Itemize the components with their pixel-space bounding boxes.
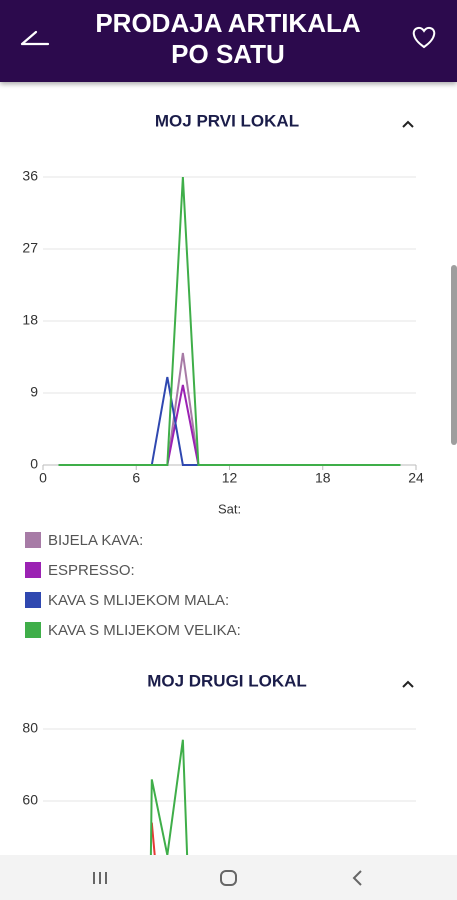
- nav-back-button[interactable]: [352, 870, 362, 886]
- y-tick-label: 60: [22, 792, 38, 808]
- x-tick-label: 6: [132, 470, 140, 486]
- section-title: MOJ PRVI LOKAL: [155, 111, 299, 130]
- y-tick-label: 36: [22, 168, 38, 184]
- y-tick-label: 27: [22, 240, 38, 256]
- legend-swatch: [25, 562, 41, 578]
- x-tick-label: 24: [408, 470, 424, 486]
- home-button[interactable]: [220, 870, 237, 886]
- y-tick-label: 0: [30, 456, 38, 472]
- x-tick-label: 12: [222, 470, 238, 486]
- series-line: [149, 739, 189, 855]
- header-title: PRODAJA ARTIKALA PO SATU: [95, 8, 361, 69]
- series-line: [150, 822, 156, 855]
- legend-swatch: [25, 532, 41, 548]
- section-title: MOJ DRUGI LOKAL: [147, 671, 307, 690]
- legend-swatch: [25, 592, 41, 608]
- content: MOJ PRVI LOKAL 0 9 18 27 36 0 6 12 18 24 Sat: BIJELA…: [22, 111, 457, 855]
- collapse-toggle[interactable]: [402, 680, 414, 688]
- back-button[interactable]: [20, 30, 50, 46]
- series-line: [58, 384, 401, 466]
- recent-apps-button[interactable]: [93, 872, 107, 884]
- legend-label: KAVA S MLIJEKOM VELIKA:: [48, 622, 241, 639]
- y-tick-label: 9: [30, 384, 38, 400]
- app-header: PRODAJA ARTIKALA PO SATU: [0, 0, 457, 82]
- nav-icons: [93, 870, 362, 886]
- header-icons: [20, 26, 436, 49]
- x-tick-label: 18: [315, 470, 331, 486]
- series-line: [58, 176, 401, 466]
- x-tick-label: 0: [39, 470, 47, 486]
- x-axis-label: Sat:: [218, 501, 241, 516]
- series-line: [58, 376, 401, 466]
- collapse-toggle[interactable]: [402, 120, 414, 128]
- y-tick-label: 18: [22, 312, 38, 328]
- scrollbar: [451, 265, 457, 445]
- legend-label: ESPRESSO:: [48, 562, 135, 579]
- legend-label: KAVA S MLIJEKOM MALA:: [48, 592, 229, 609]
- y-tick-label: 80: [22, 720, 38, 736]
- legend-swatch: [25, 622, 41, 638]
- favorite-button[interactable]: [412, 26, 436, 49]
- system-nav-bar: [0, 855, 457, 900]
- series-line: [58, 352, 401, 466]
- legend-label: BIJELA KAVA:: [48, 532, 143, 549]
